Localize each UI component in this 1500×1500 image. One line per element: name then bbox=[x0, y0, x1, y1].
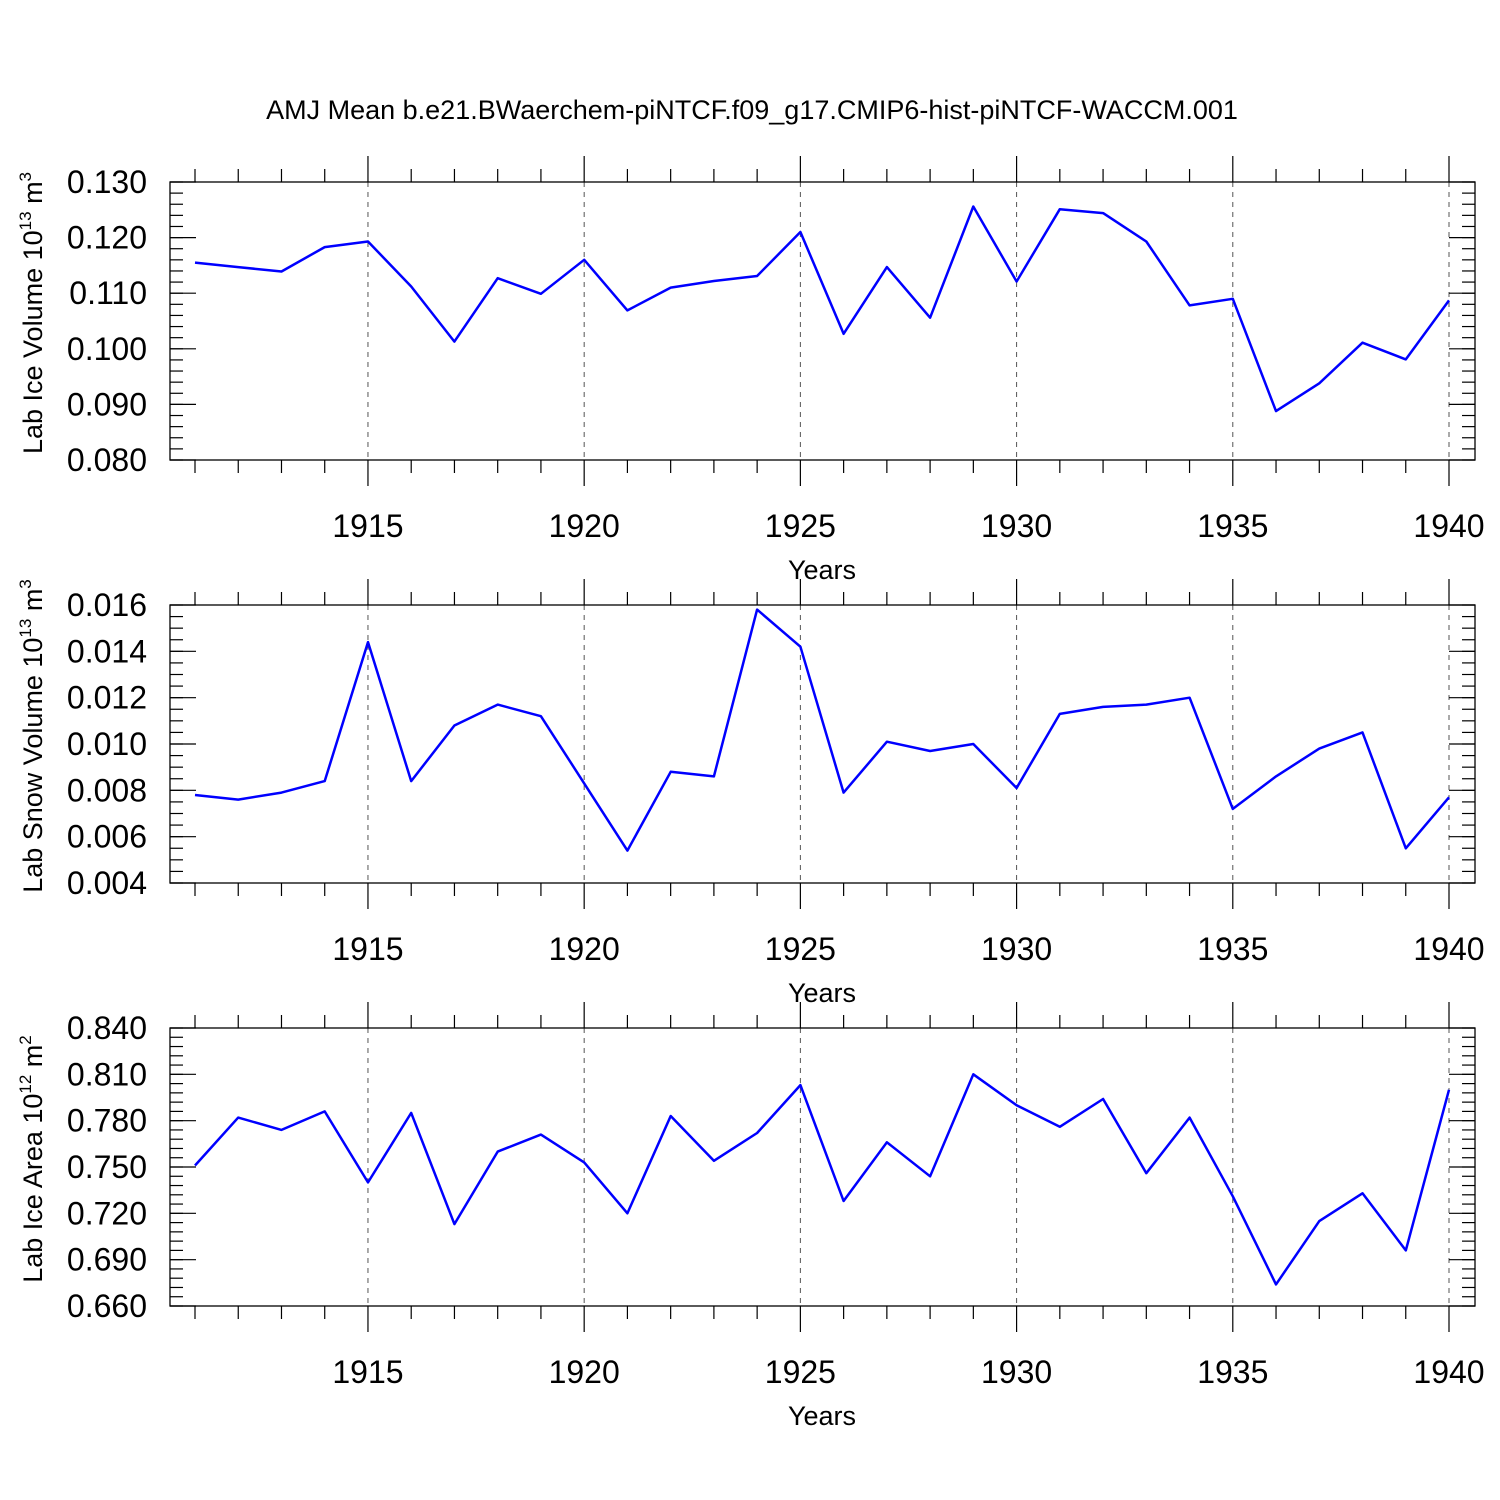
x-tick-label: 1920 bbox=[549, 931, 620, 967]
x-tick-label: 1940 bbox=[1413, 1354, 1484, 1390]
plot-frame bbox=[169, 181, 1476, 461]
y-tick-label: 0.008 bbox=[67, 772, 147, 808]
x-tick-label: 1940 bbox=[1413, 508, 1484, 544]
y-tick-label: 0.840 bbox=[67, 1010, 147, 1046]
x-tick-label: 1930 bbox=[981, 1354, 1052, 1390]
chart-title: AMJ Mean b.e21.BWaerchem-piNTCF.f09_g17.… bbox=[266, 95, 1238, 125]
y-axis-label: Lab Ice Area 1012 m2 bbox=[16, 1035, 48, 1283]
series-line bbox=[194, 205, 1451, 413]
y-tick-label: 0.090 bbox=[67, 386, 147, 422]
y-tick-label: 0.010 bbox=[67, 726, 147, 762]
y-tick-label: 0.014 bbox=[67, 633, 147, 669]
x-tick-label: 1925 bbox=[765, 508, 836, 544]
x-tick-label: 1915 bbox=[332, 1354, 403, 1390]
y-axis-label: Lab Snow Volume 1013 m3 bbox=[16, 579, 48, 893]
series-line bbox=[194, 608, 1450, 852]
x-tick-label: 1930 bbox=[981, 931, 1052, 967]
x-tick-label: 1930 bbox=[981, 508, 1052, 544]
x-tick-label: 1920 bbox=[549, 1354, 620, 1390]
y-tick-label: 0.100 bbox=[67, 331, 147, 367]
y-tick-label: 0.006 bbox=[67, 819, 147, 855]
y-tick-label: 0.004 bbox=[67, 865, 147, 901]
y-tick-label: 0.720 bbox=[67, 1195, 147, 1231]
x-axis-label: Years bbox=[788, 555, 856, 585]
panel-2: 1915 1920 1925 1930 1935 1940 0.004 0.006 0.008 0… bbox=[16, 579, 1485, 1008]
x-tick-label: 1915 bbox=[332, 508, 403, 544]
x-axis-label: Years bbox=[788, 1401, 856, 1431]
x-tick-label: 1925 bbox=[765, 1354, 836, 1390]
y-tick-label: 0.690 bbox=[67, 1242, 147, 1278]
y-tick-label: 0.080 bbox=[67, 442, 147, 478]
x-tick-label: 1935 bbox=[1197, 508, 1268, 544]
y-axis-label: Lab Ice Volume 1013 m3 bbox=[16, 172, 48, 454]
y-tick-label: 0.110 bbox=[69, 275, 147, 311]
x-tick-label: 1935 bbox=[1197, 931, 1268, 967]
y-tick-label: 0.780 bbox=[67, 1103, 147, 1139]
y-tick-label: 0.750 bbox=[67, 1149, 147, 1185]
x-tick-label: 1925 bbox=[765, 931, 836, 967]
y-tick-label: 0.130 bbox=[67, 164, 147, 200]
y-tick-label: 0.016 bbox=[67, 587, 147, 623]
x-axis-label: Years bbox=[788, 978, 856, 1008]
x-tick-label: 1940 bbox=[1413, 931, 1484, 967]
y-tick-label: 0.810 bbox=[67, 1056, 147, 1092]
x-tick-label: 1920 bbox=[549, 508, 620, 544]
x-tick-label: 1915 bbox=[332, 931, 403, 967]
x-tick-label: 1935 bbox=[1197, 1354, 1268, 1390]
panel-1: 1915 1920 1925 1930 1935 1940 0.080 0.090 0.100 0… bbox=[16, 156, 1485, 585]
y-tick-label: 0.120 bbox=[67, 220, 147, 256]
plot-frame bbox=[169, 1027, 1476, 1307]
y-tick-label: 0.012 bbox=[67, 680, 147, 716]
panel-3: 1915 1920 1925 1930 1935 1940 0.660 0.690 0.720 0… bbox=[16, 1002, 1485, 1431]
y-tick-label: 0.660 bbox=[67, 1288, 147, 1324]
series-line bbox=[194, 1073, 1451, 1286]
